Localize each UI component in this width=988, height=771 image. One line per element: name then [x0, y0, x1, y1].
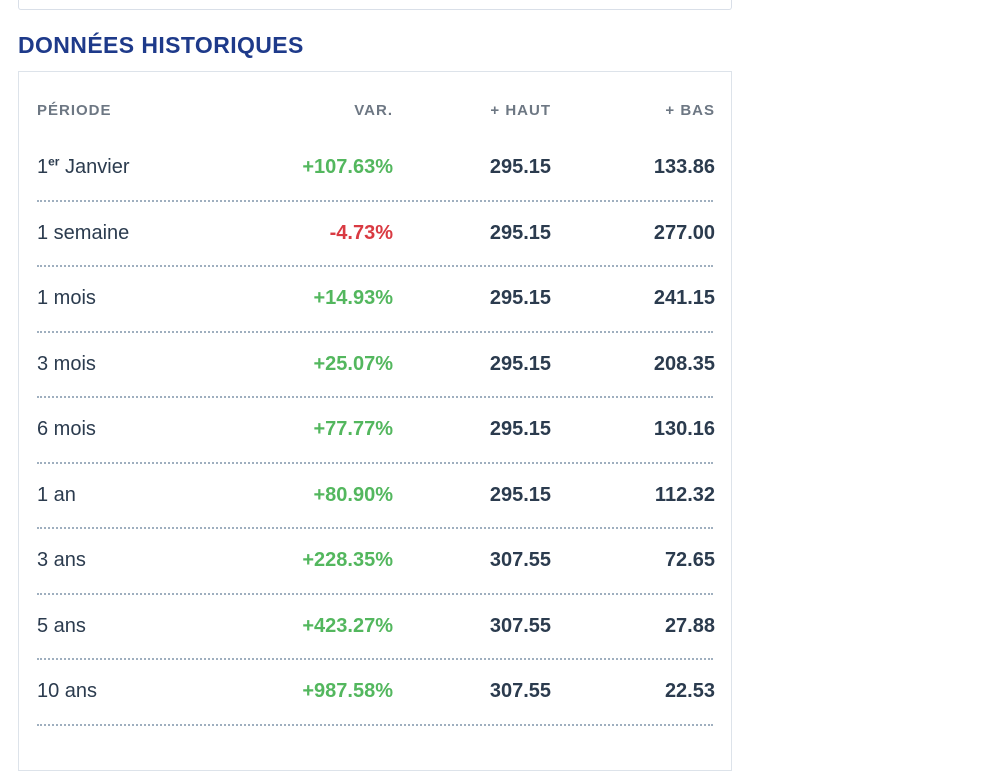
col-header-haut: + HAUT [490, 102, 551, 119]
low-cell: 72.65 [664, 549, 715, 572]
low-cell: 208.35 [653, 352, 715, 375]
low-cell: 133.86 [653, 156, 715, 179]
low-cell: 241.15 [653, 287, 715, 310]
variation-cell: +80.90% [313, 483, 393, 506]
table-header-row: PÉRIODE VAR. + HAUT + BAS [37, 72, 715, 136]
period-cell: 1er Janvier [37, 154, 130, 179]
col-header-periode: PÉRIODE [37, 102, 112, 119]
low-cell: 277.00 [653, 221, 715, 244]
table-row: 3 ans +228.35% 307.55 72.65 [37, 529, 715, 595]
high-cell: 295.15 [489, 418, 551, 441]
table-row: 10 ans +987.58% 307.55 22.53 [37, 660, 715, 726]
high-cell: 295.15 [489, 221, 551, 244]
table-row: 6 mois +77.77% 295.15 130.16 [37, 398, 715, 464]
table-body: 1er Janvier +107.63% 295.15 133.86 1 sem… [19, 136, 731, 726]
col-header-var: VAR. [354, 102, 393, 119]
historical-data-card: PÉRIODE VAR. + HAUT + BAS 1er Janvier +1… [18, 71, 732, 771]
variation-cell: +228.35% [302, 549, 393, 572]
period-cell: 1 semaine [37, 221, 130, 244]
table-row: 1er Janvier +107.63% 295.15 133.86 [37, 136, 715, 202]
previous-card-bottom-edge [18, 0, 732, 10]
low-cell: 27.88 [664, 614, 715, 637]
high-cell: 295.15 [489, 287, 551, 310]
period-cell: 3 ans [37, 549, 86, 572]
variation-cell: +987.58% [302, 680, 393, 703]
period-cell: 3 mois [37, 352, 96, 375]
high-cell: 295.15 [489, 483, 551, 506]
variation-cell: +25.07% [313, 352, 393, 375]
high-cell: 295.15 [489, 352, 551, 375]
variation-cell: +423.27% [302, 614, 393, 637]
variation-cell: +14.93% [313, 287, 393, 310]
variation-cell: -4.73% [329, 221, 393, 244]
table-row: 3 mois +25.07% 295.15 208.35 [37, 333, 715, 398]
table-row: 5 ans +423.27% 307.55 27.88 [37, 595, 715, 660]
table-row: 1 an +80.90% 295.15 112.32 [37, 464, 715, 529]
col-header-bas: + BAS [665, 102, 715, 119]
variation-cell: +77.77% [313, 418, 393, 441]
section-title: DONNÉES HISTORIQUES [18, 32, 304, 58]
period-cell: 5 ans [37, 614, 86, 637]
high-cell: 307.55 [489, 614, 551, 637]
low-cell: 112.32 [654, 483, 715, 506]
period-cell: 1 mois [37, 287, 96, 310]
high-cell: 307.55 [489, 549, 551, 572]
high-cell: 307.55 [489, 680, 551, 703]
period-cell: 1 an [37, 483, 76, 506]
period-cell: 6 mois [37, 418, 96, 441]
low-cell: 130.16 [653, 418, 715, 441]
low-cell: 22.53 [664, 680, 715, 703]
high-cell: 295.15 [489, 156, 551, 179]
period-cell: 10 ans [37, 680, 98, 703]
table-row: 1 mois +14.93% 295.15 241.15 [37, 267, 715, 333]
table-row: 1 semaine -4.73% 295.15 277.00 [37, 202, 715, 267]
variation-cell: +107.63% [302, 156, 393, 179]
